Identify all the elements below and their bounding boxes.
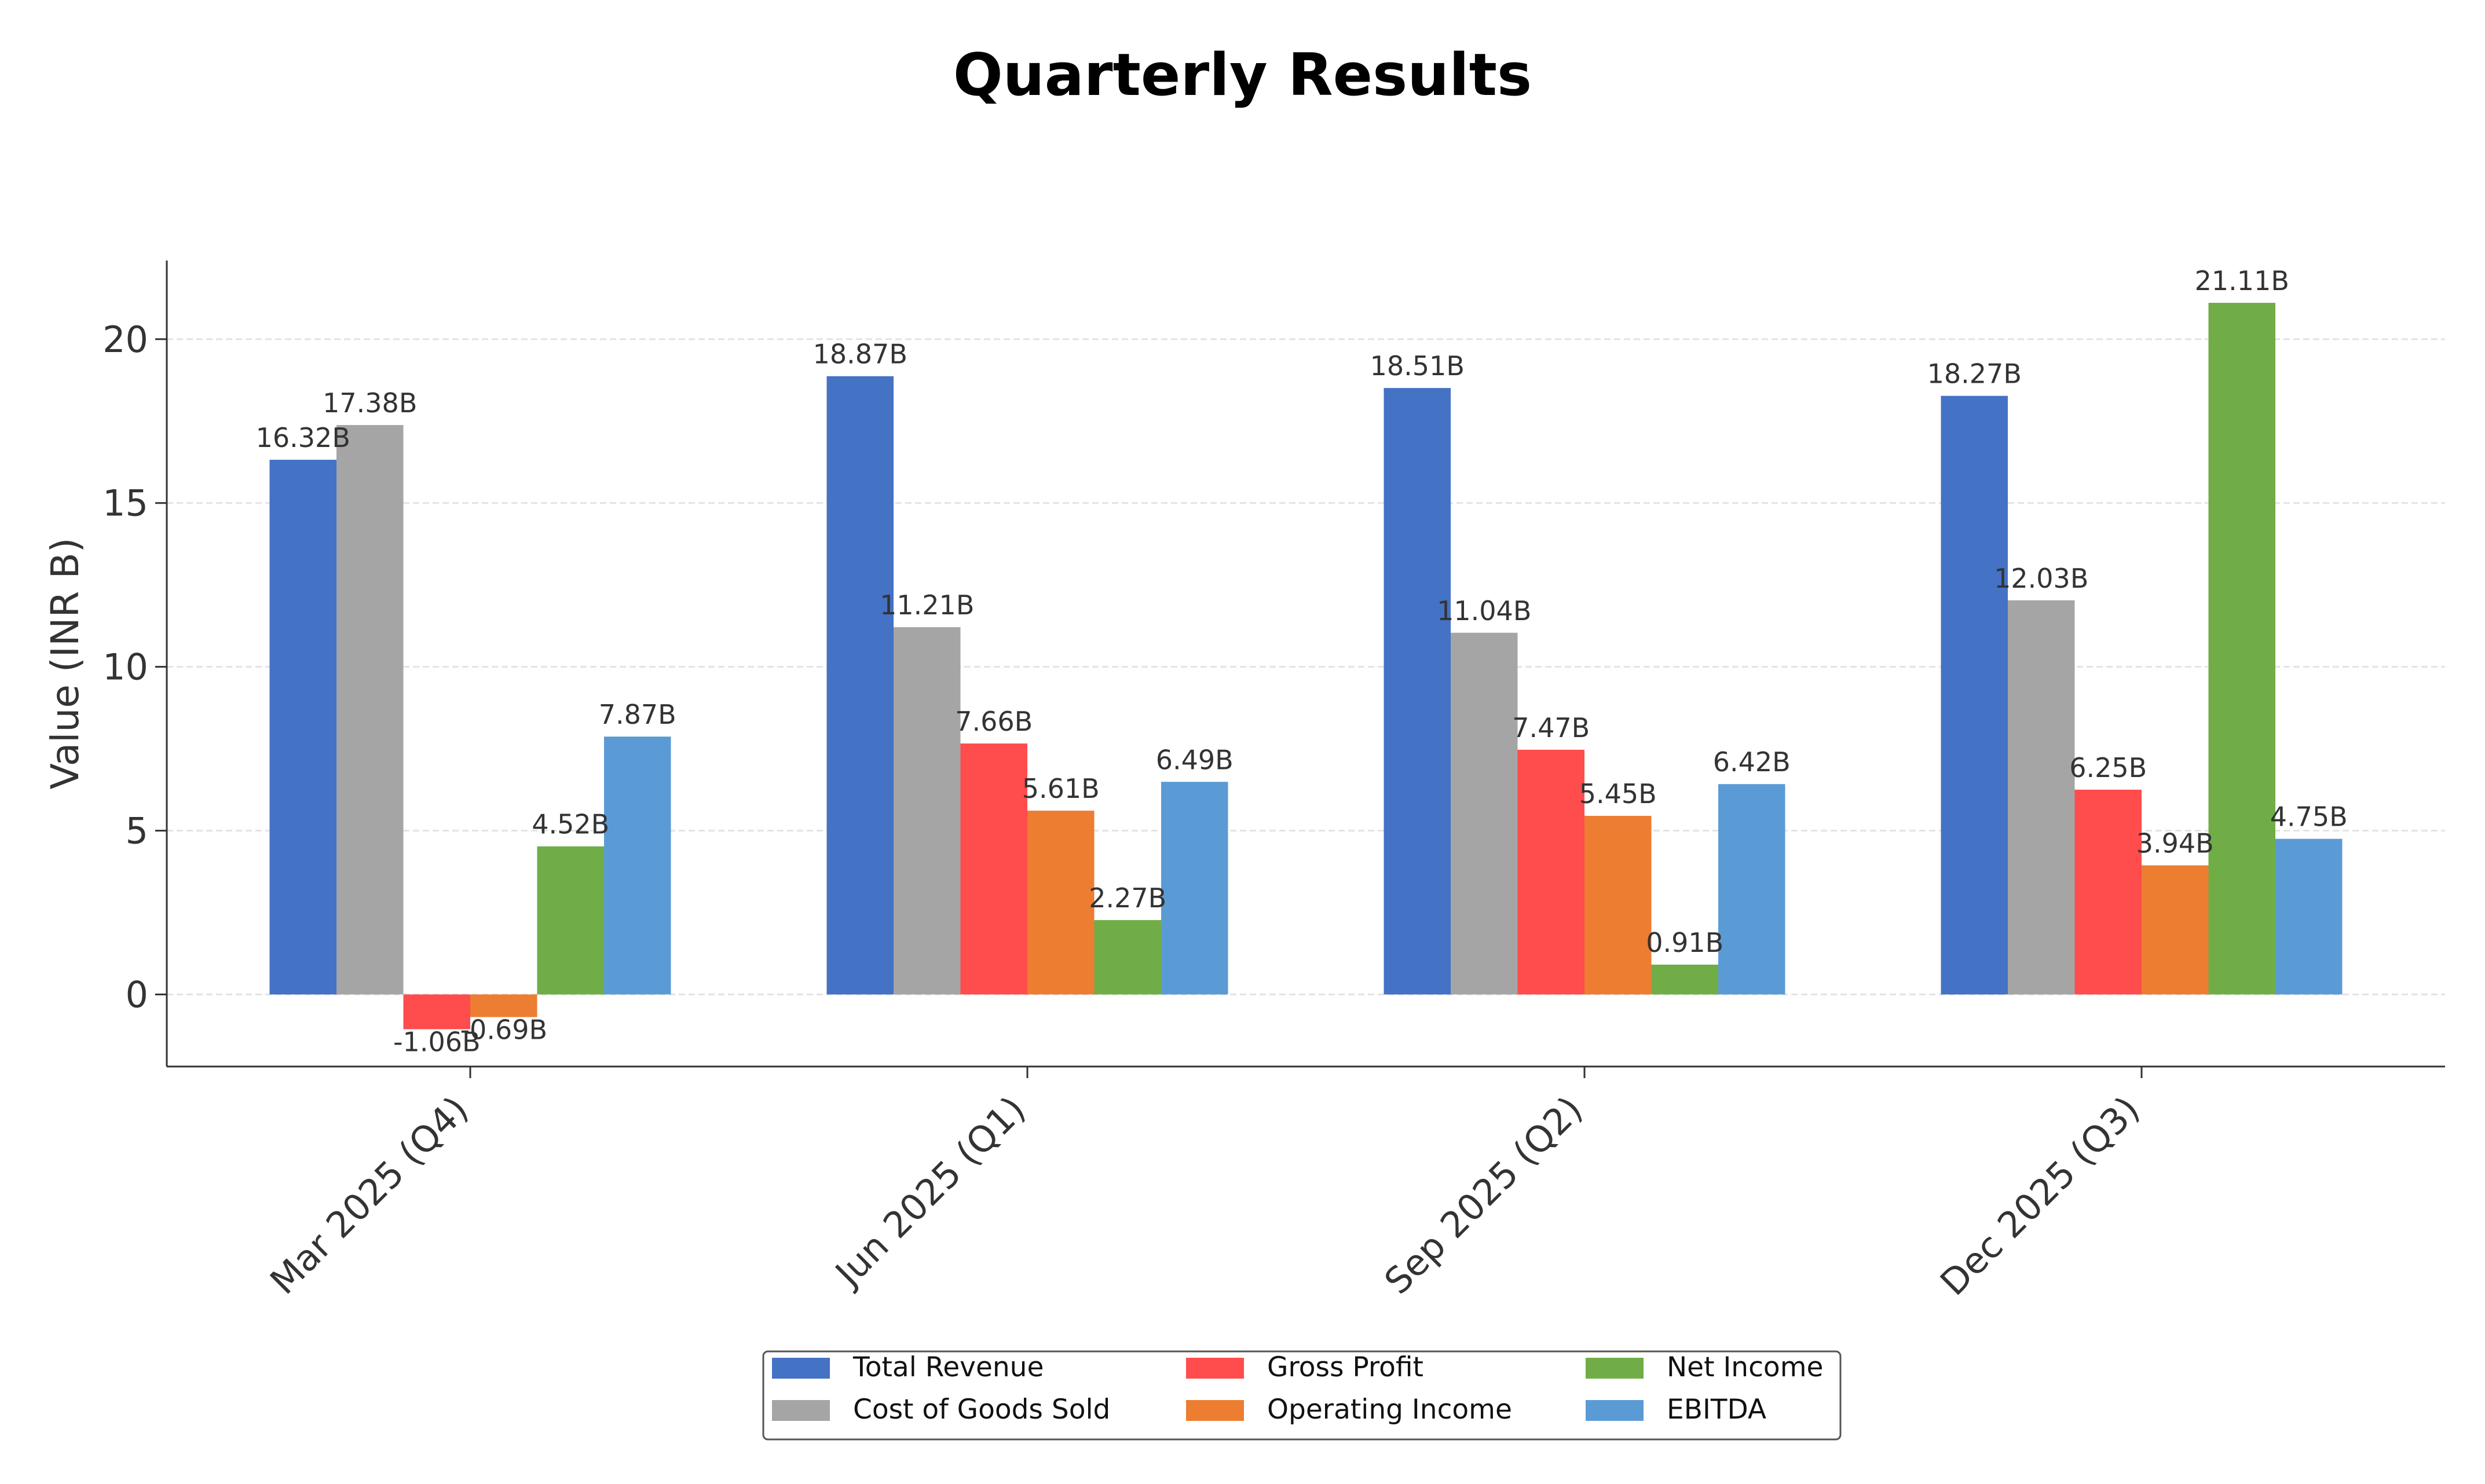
bar: [2008, 600, 2075, 995]
legend-label: Cost of Goods Sold: [853, 1394, 1110, 1426]
data-label: 11.04B: [1437, 595, 1531, 626]
data-label: 18.27B: [1927, 358, 2022, 390]
bar: [470, 994, 537, 1017]
data-label: 11.21B: [880, 589, 974, 621]
data-label: -0.69B: [460, 1014, 547, 1046]
bar: [1027, 811, 1095, 995]
data-label: 5.61B: [1022, 773, 1100, 804]
bar: [826, 376, 894, 995]
legend-label: Net Income: [1667, 1351, 1823, 1383]
bar: [403, 994, 470, 1029]
bar: [1718, 784, 1785, 995]
legend-label: Operating Income: [1267, 1394, 1512, 1426]
legend-swatch: [772, 1400, 830, 1421]
data-label: 18.51B: [1370, 350, 1465, 382]
legend-swatch: [772, 1358, 830, 1379]
y-tick-label: 15: [103, 482, 148, 525]
data-label: 6.25B: [2069, 752, 2147, 783]
bar: [2142, 865, 2209, 995]
bar: [1517, 749, 1584, 995]
data-label: -1.06B: [393, 1026, 481, 1057]
y-tick-label: 20: [103, 318, 148, 361]
bar: [1941, 395, 2008, 995]
bar: [1161, 782, 1228, 995]
bar: [537, 846, 604, 995]
y-tick-label: 0: [126, 974, 148, 1016]
x-tick-label: Mar 2025 (Q4): [262, 1088, 476, 1302]
legend-label: Gross Profit: [1267, 1351, 1423, 1383]
data-label: 16.32B: [256, 422, 350, 453]
data-label: 21.11B: [2195, 265, 2289, 296]
bar: [960, 743, 1027, 995]
y-axis-label: Value (INR B): [43, 538, 87, 790]
legend-swatch: [1586, 1358, 1644, 1379]
data-label: 3.94B: [2136, 828, 2214, 859]
bar: [894, 627, 961, 995]
data-label: 4.52B: [532, 809, 609, 840]
data-label: 7.87B: [599, 699, 676, 730]
data-label: 12.03B: [1994, 563, 2088, 594]
bar: [1384, 388, 1451, 995]
bar: [2208, 302, 2275, 995]
x-tick-label: Dec 2025 (Q3): [1932, 1088, 2148, 1304]
data-label: 4.75B: [2270, 801, 2348, 833]
y-tick-label: 5: [126, 810, 148, 852]
data-label: 2.27B: [1089, 882, 1166, 914]
bar: [269, 460, 336, 995]
legend-swatch: [1186, 1358, 1244, 1379]
bar: [604, 736, 671, 995]
bar: [2275, 838, 2343, 995]
bar: [1094, 920, 1161, 995]
data-label: 6.49B: [1156, 744, 1234, 775]
bar-layer: [269, 302, 2343, 1029]
data-label: 7.47B: [1512, 712, 1590, 743]
legend-box: [762, 1350, 1842, 1441]
legend-swatch: [1586, 1400, 1644, 1421]
data-label: 18.87B: [813, 339, 907, 370]
data-label: 5.45B: [1579, 778, 1657, 809]
x-tick-label: Jun 2025 (Q1): [826, 1088, 1034, 1296]
legend: Total Revenue Cost of Goods Sold Gross Pro…: [762, 1350, 1842, 1441]
data-label: 6.42B: [1713, 746, 1791, 778]
chart-title: Quarterly Results: [953, 41, 1532, 109]
data-label: 0.91B: [1646, 927, 1723, 958]
legend-swatch: [1186, 1400, 1244, 1421]
bar: [1584, 816, 1652, 995]
bar: [2074, 789, 2142, 995]
legend-label: Total Revenue: [852, 1351, 1044, 1383]
x-tick-label: Sep 2025 (Q2): [1376, 1088, 1590, 1302]
data-label: 7.66B: [955, 706, 1033, 737]
legend-label: EBITDA: [1667, 1394, 1766, 1426]
bar: [336, 425, 404, 995]
bar: [1451, 632, 1518, 995]
bar: [1651, 965, 1718, 995]
data-label: 17.38B: [323, 387, 417, 419]
y-tick-label: 10: [103, 646, 148, 688]
